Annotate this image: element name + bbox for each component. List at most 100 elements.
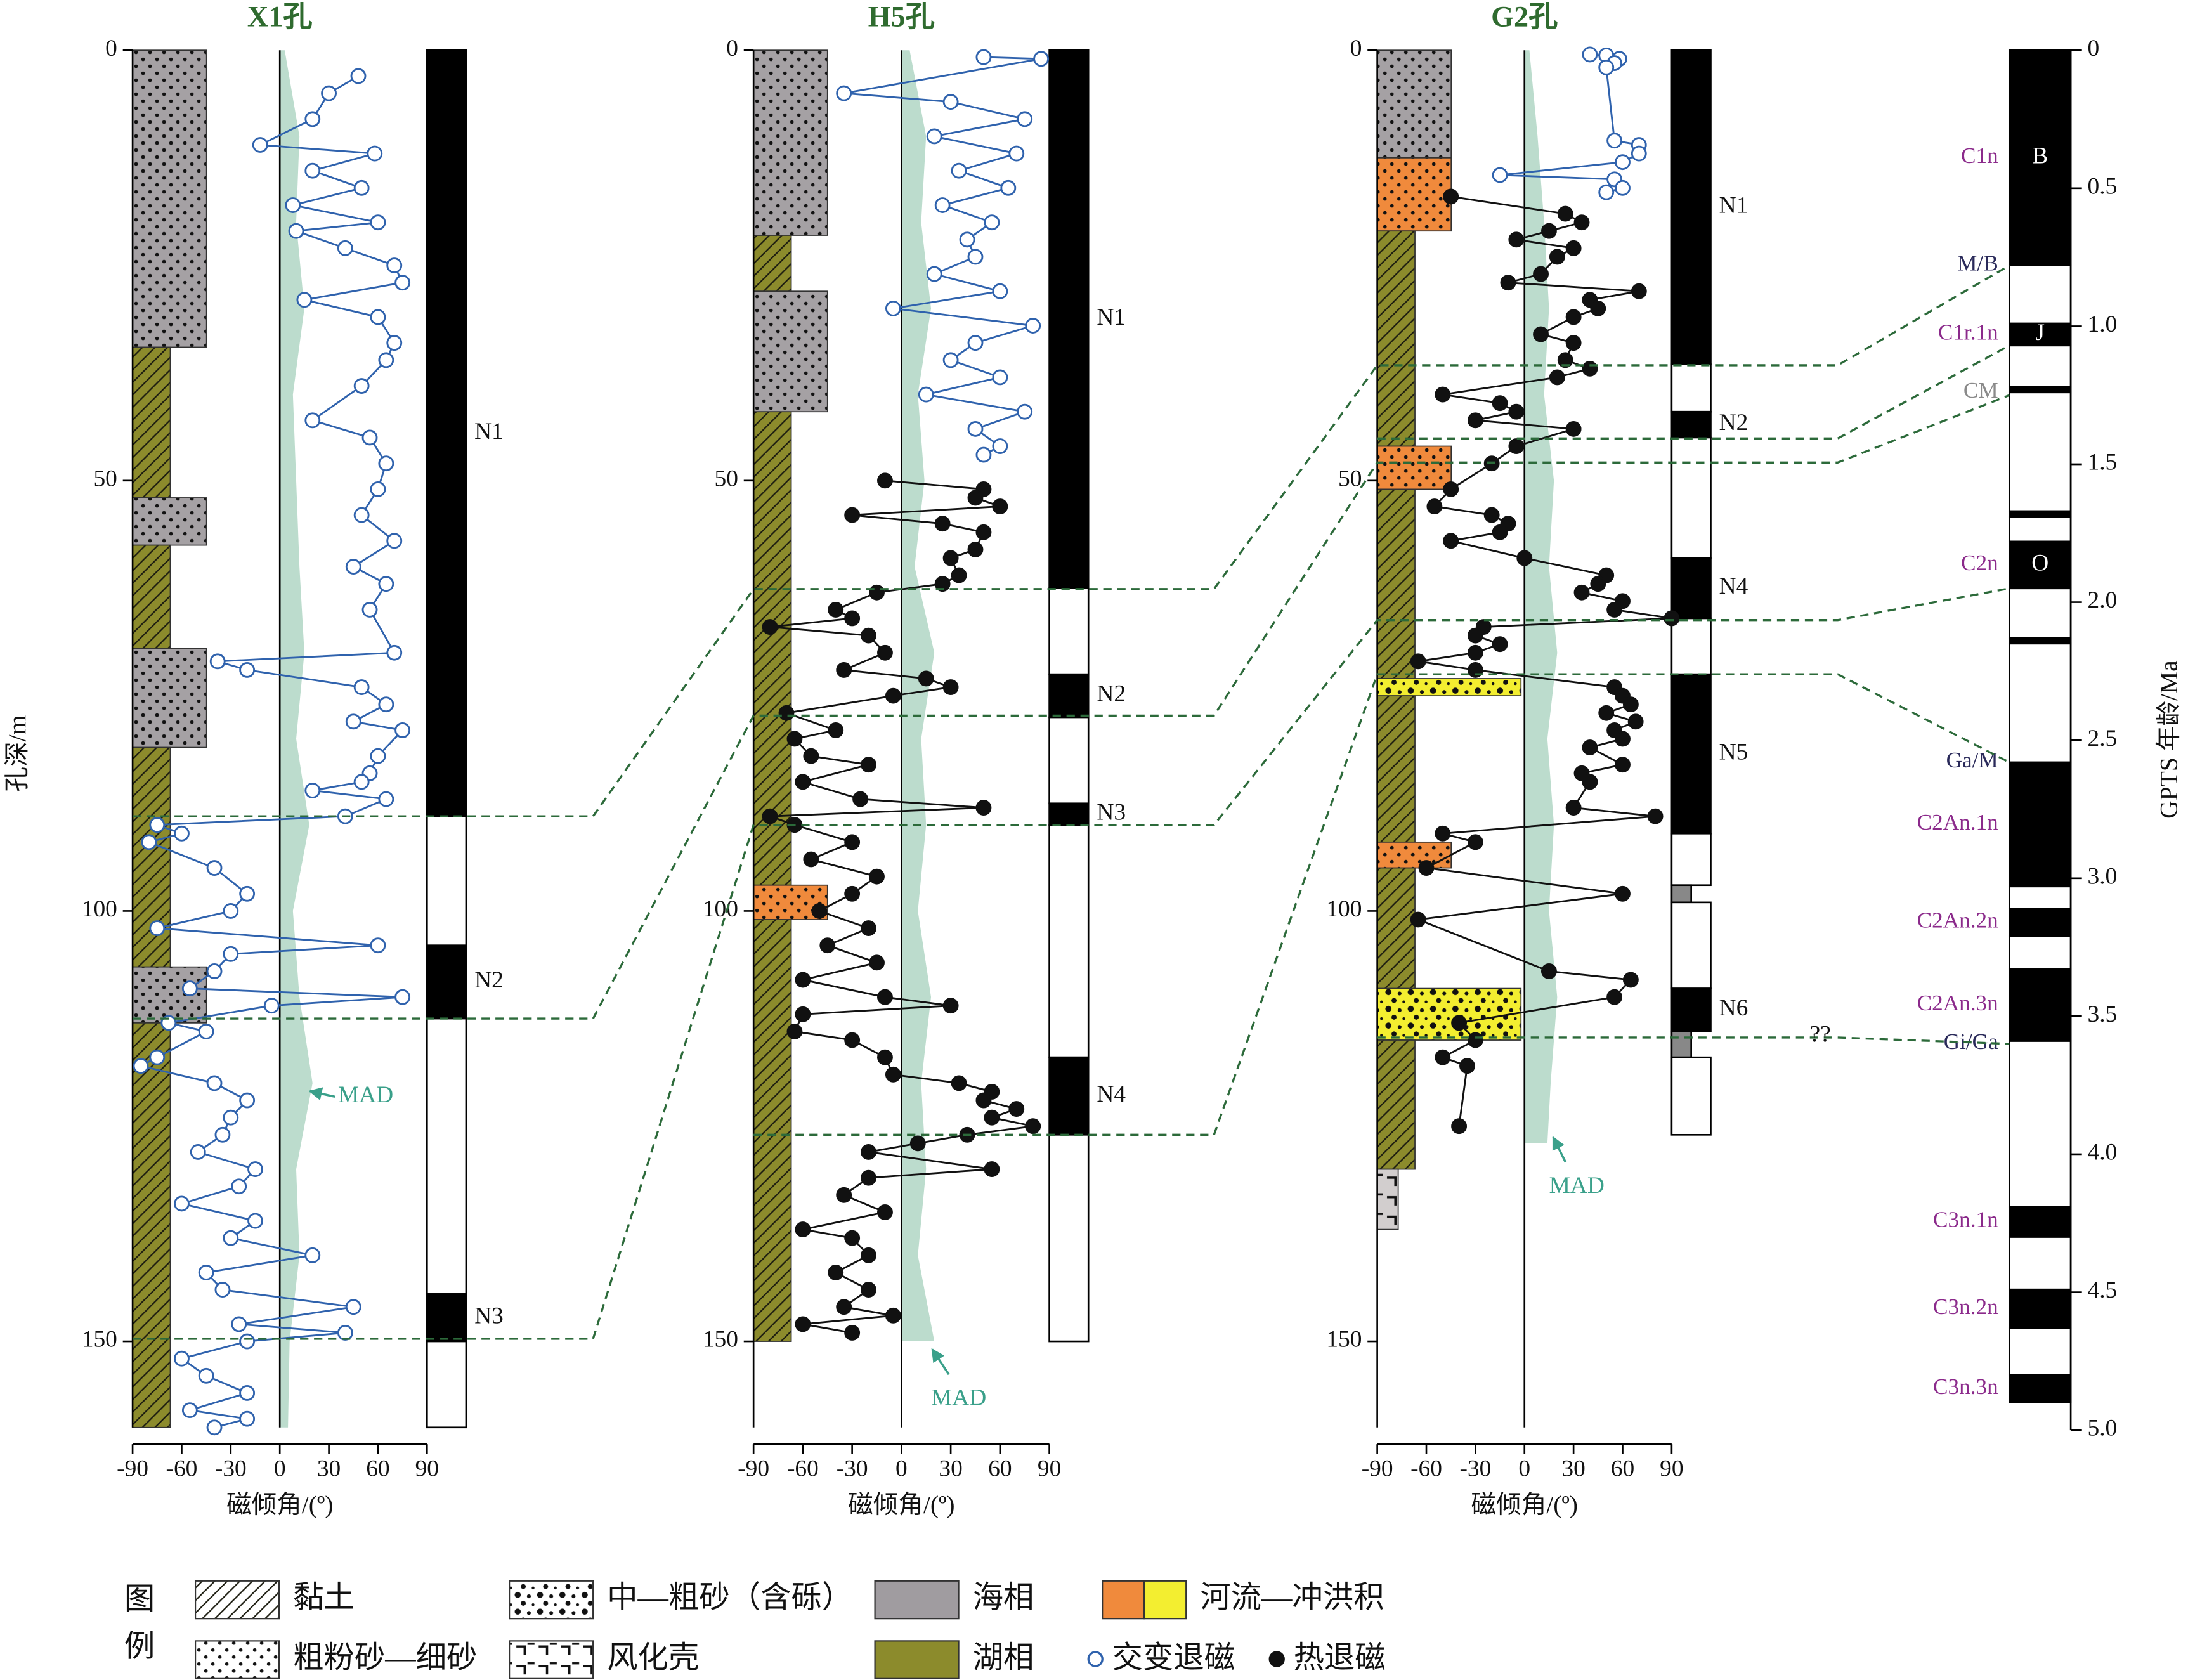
data-point <box>345 1299 361 1315</box>
data-point <box>1418 860 1435 876</box>
data-point <box>1565 335 1582 351</box>
data-point <box>1492 636 1508 653</box>
polarity-interval <box>1670 363 1712 413</box>
data-point <box>803 748 819 764</box>
data-point <box>877 1049 893 1065</box>
chron-label: C3n.3n <box>1933 1374 1998 1399</box>
data-point <box>844 834 861 850</box>
data-point <box>231 1178 247 1195</box>
lithology-texture <box>1376 230 1416 447</box>
lithology-texture <box>1376 157 1452 232</box>
polarity-interval <box>1048 673 1090 719</box>
correlation-label: ?? <box>1809 1021 1830 1047</box>
data-point <box>795 1316 811 1332</box>
polarity-label: N1 <box>1719 192 1748 218</box>
data-point <box>350 68 367 84</box>
data-point <box>149 920 166 937</box>
data-point <box>844 507 861 523</box>
data-point <box>1598 184 1615 200</box>
y-tick-label: 5.0 <box>2088 1416 2118 1442</box>
correlation-line <box>133 587 2010 1340</box>
legend-title: 图 <box>124 1582 155 1616</box>
data-point <box>885 687 901 704</box>
y-tick-label: 100 <box>703 896 738 922</box>
mad-arrow <box>931 1348 950 1376</box>
data-point <box>206 1075 223 1091</box>
lithology-texture <box>1376 678 1522 697</box>
data-point <box>1606 133 1623 149</box>
data-point <box>828 722 844 738</box>
gpts-interval <box>2008 1288 2072 1329</box>
gpts-interval <box>2008 49 2072 266</box>
lithology-texture <box>1376 488 1416 679</box>
polarity-label: N1 <box>474 419 504 445</box>
data-point <box>1627 713 1644 730</box>
data-point <box>370 748 386 764</box>
mad-area <box>280 50 313 1428</box>
polarity-label: N2 <box>1719 410 1748 436</box>
correlation-line <box>133 394 2010 1020</box>
data-point <box>239 1333 256 1350</box>
gpts-interval <box>2008 344 2072 388</box>
x-axis-label: 磁倾角/(º) <box>848 1490 954 1518</box>
data-point <box>934 576 951 592</box>
data-point <box>370 481 386 497</box>
data-point <box>337 240 353 256</box>
x-axis-label: 磁倾角/(º) <box>226 1490 333 1518</box>
legend-label: 粗粉砂—细砂 <box>293 1641 477 1674</box>
data-point <box>1459 1058 1475 1074</box>
data-point <box>885 1307 901 1324</box>
data-point <box>1451 1118 1468 1135</box>
x-tick-label: -60 <box>1410 1456 1442 1482</box>
x-tick-label: 30 <box>939 1456 962 1482</box>
data-point <box>386 335 403 351</box>
legend-label: 风化壳 <box>607 1641 699 1674</box>
data-point <box>1467 644 1483 661</box>
data-point <box>1443 188 1459 205</box>
data-point <box>1017 403 1033 420</box>
data-point <box>1516 550 1533 566</box>
data-point <box>263 998 280 1014</box>
chron-label: C2An.1n <box>1917 810 1998 835</box>
lithology-texture <box>132 346 171 498</box>
data-point <box>239 661 256 678</box>
polarity-label: N3 <box>1097 799 1126 825</box>
data-point <box>223 1230 239 1246</box>
polarity-label: N5 <box>1719 739 1748 765</box>
data-point <box>386 533 403 549</box>
data-point <box>1483 507 1500 523</box>
y-tick-label: 0.5 <box>2088 173 2118 199</box>
data-point <box>836 661 852 678</box>
data-point <box>149 817 166 833</box>
data-point <box>367 145 383 162</box>
data-point <box>861 1247 876 1263</box>
gpts-interval <box>2008 935 2072 970</box>
data-point <box>1492 167 1508 183</box>
data-point <box>353 378 370 394</box>
polarity-interval <box>426 1017 467 1295</box>
legend-swatch <box>874 1580 960 1620</box>
lithology-texture <box>1376 841 1452 869</box>
data-point <box>223 946 239 962</box>
data-point <box>223 903 239 919</box>
data-point <box>378 576 394 592</box>
x-tick-label: 0 <box>1518 1456 1530 1482</box>
polarity-label: N3 <box>474 1303 504 1329</box>
data-point <box>206 1419 223 1436</box>
legend-title: 例 <box>124 1630 155 1664</box>
data-point <box>918 386 934 403</box>
polarity-interval <box>1670 557 1712 620</box>
data-point <box>1606 601 1623 618</box>
data-point <box>951 567 967 583</box>
x-tick-label: 90 <box>1660 1456 1683 1482</box>
data-point <box>877 472 893 489</box>
data-point <box>934 197 951 213</box>
data-point <box>844 1230 861 1246</box>
polarity-label: N2 <box>1097 681 1126 707</box>
polarity-interval <box>1670 832 1712 887</box>
data-point <box>353 179 370 196</box>
data-point <box>877 644 893 661</box>
y-tick-label: 0 <box>2088 36 2100 62</box>
subchron-name: J <box>2035 320 2045 346</box>
gpts-interval <box>2008 885 2072 909</box>
